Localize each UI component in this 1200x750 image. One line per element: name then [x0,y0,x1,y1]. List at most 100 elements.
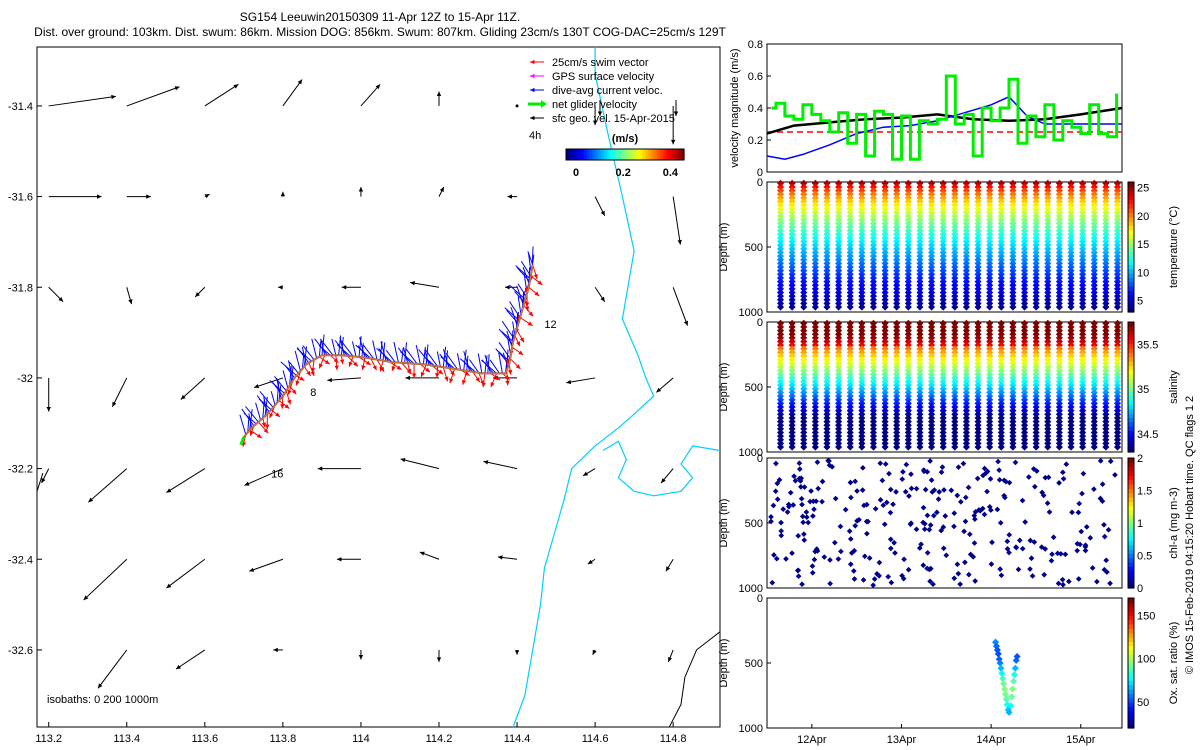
profile-point [997,385,1005,393]
profile-point [939,464,946,470]
swim-vector [449,368,456,384]
coastline [512,47,655,728]
profile-point [951,327,959,335]
profile-point [904,327,912,335]
profile-point [916,374,924,382]
profile-point [823,274,831,282]
geo-vector [126,287,133,305]
profile-point [939,443,947,451]
colorbar-tick-label: 10 [1137,267,1149,279]
profile-point [939,212,947,220]
dac-vector [425,344,429,365]
profile-point [776,418,785,426]
profile-point [881,403,889,411]
profile-point [904,370,912,378]
profile-point [811,337,819,346]
profile-point [928,385,936,393]
profile-point [962,256,970,264]
profile-point [823,205,831,213]
profile-point [1009,274,1017,282]
profile-point [858,421,866,429]
profile-point [967,551,974,558]
profile-point [876,559,883,566]
profile-point [974,378,982,386]
legend-swatch [530,115,544,121]
profile-point [986,443,994,451]
profile-point [811,334,819,342]
colorbar-segment [1128,598,1134,603]
profile-point [858,432,866,440]
profile-point [928,425,936,433]
profile-point [869,187,878,195]
profile-point [997,223,1005,231]
profile-point [1010,671,1018,679]
geo-vector-head [656,387,662,393]
profile-point [904,436,912,444]
colorbar-segment [1128,615,1134,621]
profile-point [893,407,901,415]
swim-vector [329,354,339,364]
profile-point [997,428,1005,437]
profile-point [858,205,866,213]
profile-point [1009,256,1017,264]
profile-point [974,370,982,378]
profile-point [1009,396,1017,404]
profile-point [939,330,947,338]
profile-point [827,557,833,563]
colorbar-segment [633,149,638,160]
profile-point [939,385,947,393]
geo-vector-head [112,401,117,407]
geo-vector [507,194,518,199]
profile-point [776,392,785,400]
profile-point [776,223,785,231]
profile-point [986,208,994,216]
profile-point [858,263,866,271]
geo-vector-head [600,210,605,216]
profile-point [928,381,936,389]
profile-point [974,341,982,349]
colorbar-segment [1128,216,1134,222]
profile-point [1007,702,1015,710]
profile-point [935,496,942,502]
profile-point [1006,532,1013,538]
profile-point [928,327,936,335]
geo-vector-shaft [180,377,206,400]
profile-point [823,278,831,286]
colorbar-segment [675,149,679,160]
profile-point [905,566,912,573]
profile-point [893,392,901,400]
profile-point [916,345,924,353]
profile-point [776,443,785,451]
profile-point [871,576,878,582]
profile-point [800,285,808,293]
profile-point [928,274,936,282]
profile-point [916,370,924,378]
profile-point [872,505,879,512]
profile-point [1009,238,1017,246]
colorbar-segment [1128,702,1134,707]
colorbar-label: chl-a (mg m-3) [1168,487,1180,559]
profile-point [962,205,970,213]
geo-vector [438,186,445,197]
profile-point [904,388,912,396]
profile-point [869,399,878,407]
profile-point [1079,490,1085,497]
profile-point [776,341,785,349]
profile-point [997,425,1005,433]
colorbar-segment [1128,557,1134,563]
colorbar-segment [669,149,673,160]
profile-point [951,205,959,213]
profile-point [997,330,1005,338]
swim-vector-head [537,280,543,285]
profile-point [835,432,843,440]
profile-point [934,509,940,516]
profile-point [858,359,866,367]
profile-point [974,334,982,342]
profile-point [974,356,982,364]
profile-point [1009,436,1017,444]
profile-point [800,252,808,260]
profile-point [997,520,1004,526]
profile-point [986,234,994,242]
profile-point [893,410,901,418]
profile-point [788,428,796,437]
